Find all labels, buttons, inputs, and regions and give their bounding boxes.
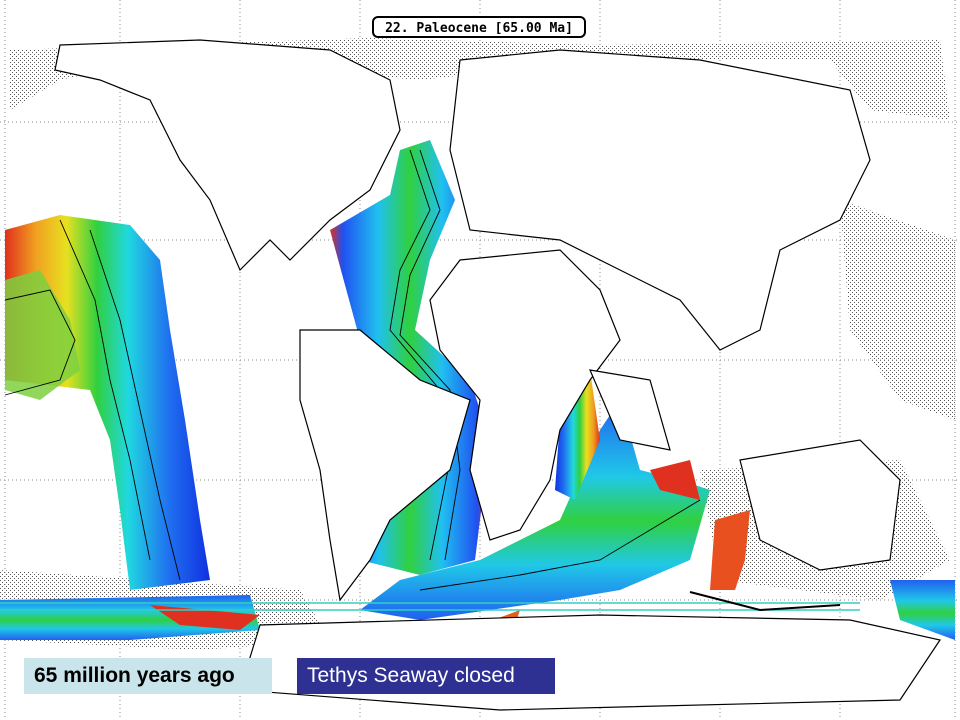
pacific-seafloor: [0, 215, 260, 640]
map-title: 22. Paleocene [65.00 Ma]: [372, 16, 586, 38]
age-caption: 65 million years ago: [24, 658, 272, 694]
event-caption: Tethys Seaway closed: [297, 658, 555, 694]
